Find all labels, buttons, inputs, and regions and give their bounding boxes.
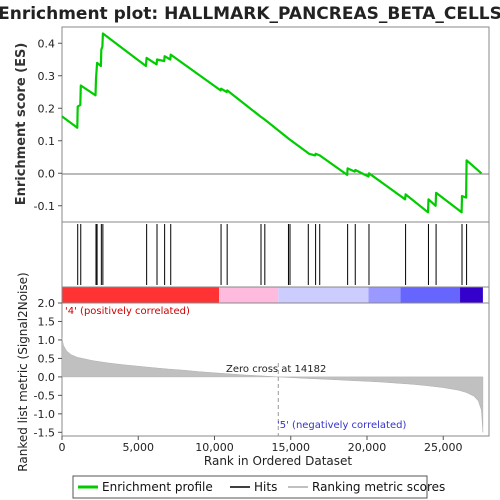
legend-label-hits: Hits bbox=[254, 480, 277, 494]
metric-x-ticks: 0 5,000 10,000 15,000 20,000 25,000 bbox=[59, 436, 463, 454]
enrichment-profile-line bbox=[61, 32, 483, 214]
color-bar-segment bbox=[219, 287, 279, 303]
negative-correlation-label: '5' (negatively correlated) bbox=[277, 420, 406, 431]
rank-color-bar bbox=[62, 287, 483, 303]
zero-cross-label: Zero cross at 14182 bbox=[226, 364, 326, 375]
metric-y-tick-label: -0.5 bbox=[34, 389, 55, 402]
es-y-tick-label: 0.2 bbox=[38, 102, 56, 115]
x-tick-label: 10,000 bbox=[195, 441, 234, 454]
x-tick-label: 0 bbox=[59, 441, 66, 454]
es-y-tick-label: 0.3 bbox=[38, 70, 56, 83]
hit-marks bbox=[77, 224, 468, 285]
color-bar-segment bbox=[400, 287, 461, 303]
metric-y-tick-label: 2.0 bbox=[38, 297, 56, 310]
es-y-tick-label: 0.1 bbox=[38, 135, 56, 148]
metric-y-tick-label: 0.0 bbox=[38, 371, 56, 384]
x-tick-label: 25,000 bbox=[424, 441, 463, 454]
metric-y-tick-label: 0.5 bbox=[38, 352, 56, 365]
es-y-tick-label: 0.4 bbox=[38, 37, 56, 50]
color-bar-segment bbox=[278, 287, 369, 303]
legend: Enrichment profile Hits Ranking metric s… bbox=[72, 475, 445, 499]
metric-y-axis-label: Ranked list metric (Signal2Noise) bbox=[16, 272, 30, 471]
es-y-tick-label: -0.1 bbox=[34, 200, 55, 213]
metric-y-ticks: -1.5 -1.0 -0.5 0.0 0.5 1.0 1.5 2.0 bbox=[34, 297, 62, 439]
es-y-ticks: -0.1 0.0 0.1 0.2 0.3 0.4 bbox=[34, 37, 62, 213]
x-tick-label: 15,000 bbox=[272, 441, 311, 454]
x-axis-label: Rank in Ordered Dataset bbox=[204, 454, 352, 468]
metric-y-tick-label: 1.0 bbox=[38, 334, 56, 347]
chart-title: Enrichment plot: HALLMARK_PANCREAS_BETA_… bbox=[0, 4, 500, 24]
metric-y-tick-label: -1.5 bbox=[34, 426, 55, 439]
metric-y-tick-label: 1.5 bbox=[38, 315, 56, 328]
legend-label-enrichment: Enrichment profile bbox=[102, 480, 213, 494]
color-bar-segment bbox=[460, 287, 483, 303]
hits-panel-frame bbox=[61, 221, 490, 288]
es-panel-frame bbox=[61, 26, 490, 223]
es-y-axis-label: Enrichment score (ES) bbox=[14, 43, 29, 206]
x-tick-label: 20,000 bbox=[348, 441, 387, 454]
es-y-tick-label: 0.0 bbox=[38, 167, 56, 180]
color-bar-segment bbox=[368, 287, 401, 303]
positive-correlation-label: '4' (positively correlated) bbox=[65, 306, 190, 317]
x-tick-label: 5,000 bbox=[123, 441, 155, 454]
color-bar-segment bbox=[62, 287, 220, 303]
ranking-metric-area bbox=[61, 338, 484, 433]
legend-label-metric: Ranking metric scores bbox=[312, 480, 445, 494]
metric-y-tick-label: -1.0 bbox=[34, 408, 55, 421]
